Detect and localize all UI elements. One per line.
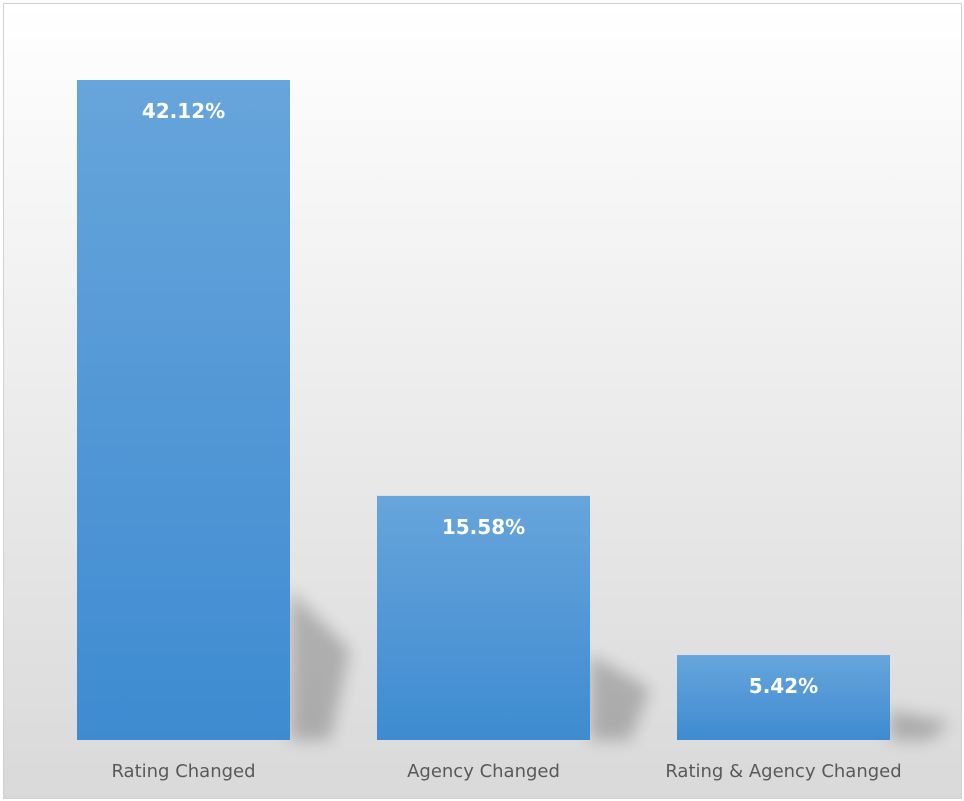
bar [677,655,890,740]
bar [77,80,290,740]
data-label: 5.42% [749,674,818,698]
x-tick-label: Rating Changed [111,761,255,782]
bar-shadow [890,710,950,740]
data-label: 15.58% [442,515,525,539]
x-tick-label: Agency Changed [407,761,560,782]
data-label: 42.12% [142,99,225,123]
bar-shadow [590,654,650,740]
bar [377,495,590,740]
x-tick-label: Rating & Agency Changed [665,761,901,782]
bar-shadow [290,590,350,740]
